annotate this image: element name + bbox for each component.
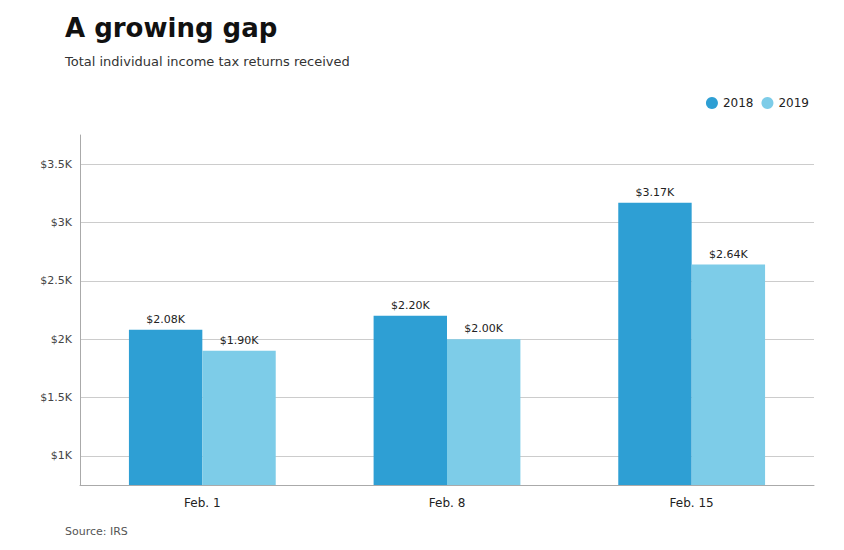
svg-text:Source: IRS: Source: IRS bbox=[65, 525, 128, 538]
svg-text:A growing gap: A growing gap bbox=[65, 13, 277, 43]
svg-text:$1.5K: $1.5K bbox=[40, 391, 72, 404]
svg-text:Feb. 8: Feb. 8 bbox=[429, 496, 466, 510]
svg-text:2019: 2019 bbox=[778, 96, 809, 110]
svg-text:$3K: $3K bbox=[51, 216, 73, 229]
svg-text:$3.5K: $3.5K bbox=[40, 158, 72, 171]
svg-text:2018: 2018 bbox=[723, 96, 754, 110]
svg-text:$2.20K: $2.20K bbox=[391, 299, 430, 312]
svg-text:$2.5K: $2.5K bbox=[40, 274, 72, 287]
svg-text:Total individual income tax re: Total individual income tax returns rece… bbox=[64, 54, 350, 69]
svg-text:$1K: $1K bbox=[51, 449, 73, 462]
svg-text:$2.00K: $2.00K bbox=[464, 322, 503, 335]
svg-text:$3.17K: $3.17K bbox=[636, 186, 675, 199]
svg-text:$2.08K: $2.08K bbox=[146, 313, 185, 326]
svg-text:$2.64K: $2.64K bbox=[709, 248, 748, 261]
svg-text:$2K: $2K bbox=[51, 333, 73, 346]
svg-text:Feb. 15: Feb. 15 bbox=[670, 496, 714, 510]
svg-text:Feb. 1: Feb. 1 bbox=[184, 496, 221, 510]
svg-text:$1.90K: $1.90K bbox=[220, 334, 259, 347]
